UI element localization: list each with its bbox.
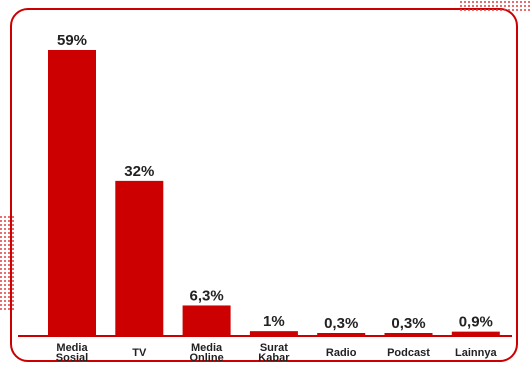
category-label-5-line-0: Podcast xyxy=(387,347,430,359)
category-label-0-line-0: Media xyxy=(56,342,88,354)
bar-3 xyxy=(249,331,298,336)
bar-value-label-2: 6,3% xyxy=(189,287,223,304)
category-label-0-line-1: Sosial xyxy=(56,352,88,364)
bar-4 xyxy=(317,333,366,336)
bar-5 xyxy=(384,333,433,336)
bar-value-label-3: 1% xyxy=(263,313,285,330)
bar-0 xyxy=(48,50,96,336)
bar-6 xyxy=(451,331,500,336)
category-label-1-line-0: TV xyxy=(132,347,147,359)
category-label-2-line-1: Online xyxy=(189,352,223,364)
bar-value-label-4: 0,3% xyxy=(324,315,358,332)
bar-1 xyxy=(115,180,164,336)
category-label-6-line-0: Lainnya xyxy=(455,347,497,359)
bar-value-label-0: 59% xyxy=(57,32,87,49)
bar-value-label-6: 0,9% xyxy=(459,314,493,331)
bar-2 xyxy=(182,305,231,336)
decorative-dots-left xyxy=(0,216,16,312)
category-label-4-line-0: Radio xyxy=(326,347,357,359)
category-label-3-line-1: Kabar xyxy=(258,352,290,364)
bar-value-label-1: 32% xyxy=(124,163,154,180)
category-label-2-line-0: Media xyxy=(191,342,223,354)
decorative-dots-top-right xyxy=(460,1,532,13)
bar-value-label-5: 0,3% xyxy=(391,315,425,332)
category-label-3-line-0: Surat xyxy=(260,342,288,354)
